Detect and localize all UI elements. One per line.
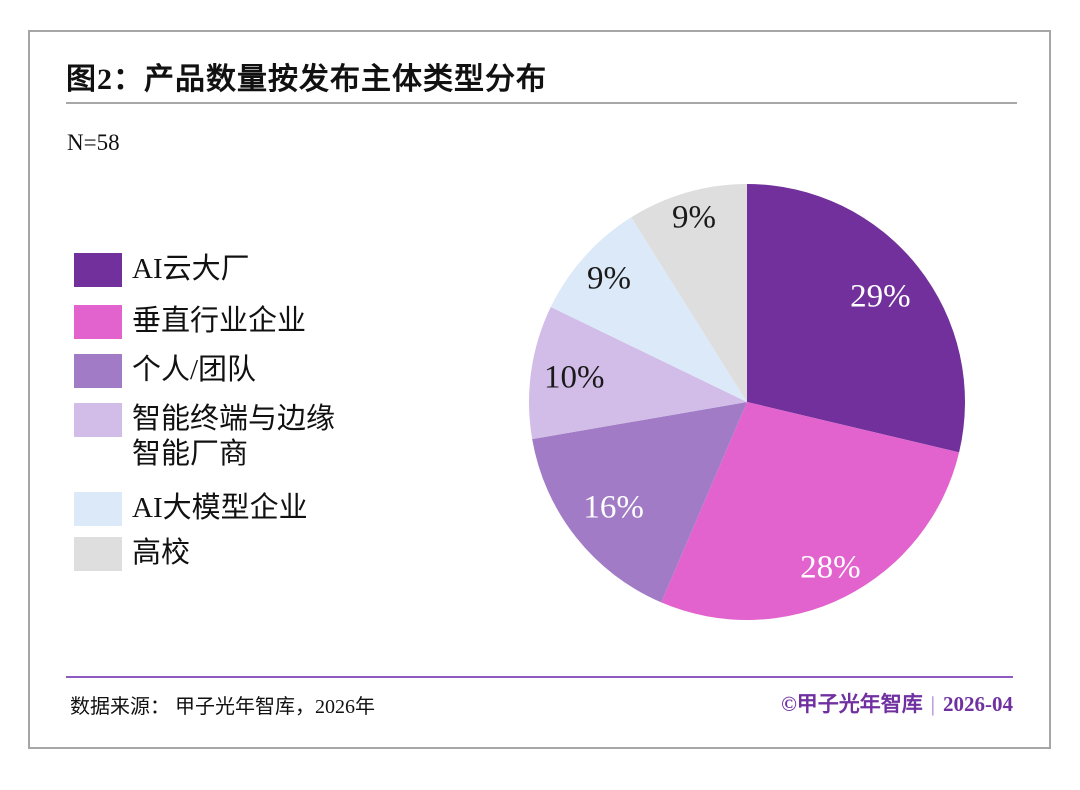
legend-item: 垂直行业企业 bbox=[74, 304, 306, 339]
legend-label: AI大模型企业 bbox=[132, 492, 308, 524]
legend-swatch bbox=[74, 403, 122, 437]
sample-size-label: N=58 bbox=[67, 130, 120, 155]
legend-swatch bbox=[74, 354, 122, 388]
pie-percent-label: 9% bbox=[672, 200, 716, 236]
pie-legend: AI云大厂垂直行业企业 个人/团队智能终端与边缘 智能厂商 AI大模型企业 高校 bbox=[30, 32, 490, 747]
pie-percent-label: 16% bbox=[583, 489, 644, 525]
pie-slice-2 bbox=[661, 402, 960, 620]
figure-card: 图2：产品数量按发布主体类型分布 N=58 AI云大厂垂直行业企业 个人/团队智能… bbox=[28, 30, 1051, 749]
pie-slice-3 bbox=[532, 402, 747, 603]
legend-item: 个人/团队 bbox=[74, 353, 256, 388]
legend-label: 垂直行业企业 bbox=[132, 305, 307, 337]
brand-copyright: ©甲子光年智库 bbox=[781, 692, 923, 716]
legend-swatch bbox=[74, 492, 122, 526]
pie-percent-label: 10% bbox=[544, 360, 605, 396]
legend-swatch bbox=[74, 537, 122, 571]
brand-separator: | bbox=[930, 692, 935, 716]
pie-percent-label: 29% bbox=[850, 279, 911, 315]
pie-slice-4 bbox=[528, 306, 747, 440]
footer-divider bbox=[66, 676, 1013, 678]
pie-slice-5 bbox=[550, 217, 747, 402]
legend-label: 智能终端与边缘 智能厂商 bbox=[132, 403, 336, 470]
legend-item: 智能终端与边缘 智能厂商 bbox=[74, 402, 335, 472]
legend-item: AI大模型企业 bbox=[74, 491, 308, 526]
pie-chart: 29% 28% 16% 10% 9% 9% bbox=[528, 184, 965, 620]
legend-swatch bbox=[74, 253, 122, 287]
data-source-label: 数据来源： 甲子光年智库，2026年 bbox=[70, 696, 375, 718]
pie-slice-6 bbox=[631, 184, 747, 402]
legend-label: 高校 bbox=[132, 537, 191, 569]
title-divider bbox=[66, 102, 1017, 104]
pie-percent-label: 9% bbox=[587, 260, 631, 296]
pie-percent-label: 28% bbox=[800, 550, 861, 586]
legend-item: AI云大厂 bbox=[74, 252, 250, 287]
legend-label: 个人/团队 bbox=[132, 354, 257, 386]
legend-label: AI云大厂 bbox=[132, 253, 250, 285]
brand-stamp: ©甲子光年智库 | 2026-04 bbox=[781, 688, 1013, 718]
pie-slice-1 bbox=[747, 184, 965, 453]
legend-swatch bbox=[74, 305, 122, 339]
chart-title: 图2：产品数量按发布主体类型分布 bbox=[66, 63, 547, 96]
legend-item: 高校 bbox=[74, 536, 190, 571]
brand-date: 2026-04 bbox=[943, 692, 1013, 716]
